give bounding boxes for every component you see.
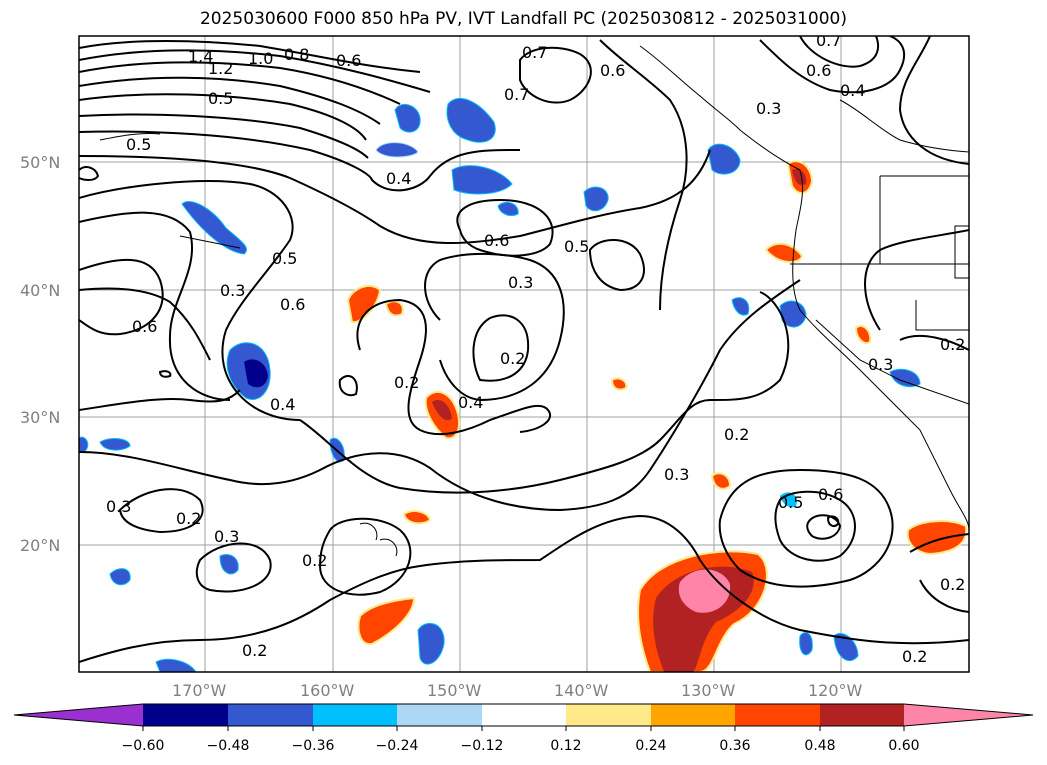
colorbar-tick-label: −0.24 <box>376 738 419 754</box>
lat-label: 30°N <box>20 408 60 427</box>
colorbar-tick-label: 0.12 <box>550 738 581 754</box>
colorbar-segment <box>313 704 397 726</box>
contour-label: 0.3 <box>106 497 131 516</box>
contour-label: 0.6 <box>806 61 831 80</box>
ivt-contours <box>79 36 969 663</box>
colorbar-tick-label: 0.24 <box>635 738 666 754</box>
colorbar-tick-label: 0.48 <box>804 738 835 754</box>
colorbar: −0.60 −0.48 −0.36 −0.24 −0.12 0.12 0.24 … <box>13 703 1034 754</box>
contour-label: 0.6 <box>336 51 361 70</box>
contour-label: 0.4 <box>458 393 483 412</box>
colorbar-segment <box>820 704 904 726</box>
contour-label: 0.2 <box>940 575 965 594</box>
colorbar-tick-label: −0.12 <box>461 738 504 754</box>
contour-label: 1.4 <box>188 47 213 66</box>
contour-label: 0.3 <box>868 355 893 374</box>
colorbar-segment <box>397 704 482 726</box>
contour-label: 0.2 <box>500 349 525 368</box>
contour-label: 0.2 <box>394 373 419 392</box>
lon-label: 120°W <box>808 681 863 700</box>
contour-label: 0.2 <box>302 551 327 570</box>
positive-pv-fills <box>346 160 968 672</box>
map-title: 2025030600 F000 850 hPa PV, IVT Landfall… <box>199 9 847 29</box>
colorbar-segment <box>482 704 566 726</box>
colorbar-segment <box>566 704 651 726</box>
contour-label: 0.8 <box>284 45 309 64</box>
colorbar-tick-label: −0.48 <box>207 738 250 754</box>
contour-label: 0.5 <box>564 237 589 256</box>
contour-label: 0.3 <box>508 273 533 292</box>
contour-label: 0.4 <box>840 81 865 100</box>
contour-label: 0.7 <box>522 43 547 62</box>
colorbar-tick-label: 0.36 <box>719 738 750 754</box>
contour-label: 0.2 <box>724 425 749 444</box>
contour-label: 0.3 <box>756 99 781 118</box>
lat-label: 40°N <box>20 281 60 300</box>
latitude-labels: 50°N 40°N 30°N 20°N <box>20 153 60 555</box>
lat-label: 50°N <box>20 153 60 172</box>
colorbar-segment <box>143 704 228 726</box>
colorbar-tick-label: −0.60 <box>122 738 165 754</box>
coastlines <box>99 45 969 557</box>
lon-label: 150°W <box>427 681 482 700</box>
contour-label: 0.7 <box>816 31 841 50</box>
lon-label: 170°W <box>172 681 227 700</box>
contour-label: 1.2 <box>208 59 233 78</box>
contour-label: 0.5 <box>272 249 297 268</box>
longitude-labels: 170°W 160°W 150°W 140°W 130°W 120°W <box>172 681 863 700</box>
contour-label: 0.3 <box>664 465 689 484</box>
lon-label: 140°W <box>554 681 609 700</box>
contour-label: 0.5 <box>126 135 151 154</box>
lat-label: 20°N <box>20 536 60 555</box>
colorbar-segment <box>14 704 143 726</box>
contour-label: 0.6 <box>600 61 625 80</box>
contour-label: 0.6 <box>484 231 509 250</box>
contour-label: 0.4 <box>270 395 295 414</box>
map-frame <box>78 35 970 673</box>
contour-label: 0.2 <box>940 335 965 354</box>
colorbar-segment <box>651 704 735 726</box>
negative-pv-fills <box>79 97 921 672</box>
colorbar-segment <box>904 704 1033 726</box>
colorbar-segment <box>228 704 313 726</box>
lon-label: 130°W <box>681 681 736 700</box>
contour-label: 0.2 <box>902 647 927 666</box>
colorbar-tick-label: −0.36 <box>292 738 335 754</box>
contour-label: 0.5 <box>208 89 233 108</box>
contour-label: 1.0 <box>248 49 273 68</box>
contour-label: 0.6 <box>132 317 157 336</box>
contour-label: 0.2 <box>176 509 201 528</box>
contour-label: 0.7 <box>504 85 529 104</box>
contour-label: 0.3 <box>220 281 245 300</box>
contour-label: 0.3 <box>214 527 239 546</box>
contour-label: 0.6 <box>280 295 305 314</box>
lon-label: 160°W <box>300 681 355 700</box>
contour-label: 0.6 <box>818 485 843 504</box>
colorbar-tick-label: 0.60 <box>888 738 919 754</box>
contour-labels: 1.4 1.2 1.0 0.8 0.6 0.7 0.7 0.6 0.5 0.4 … <box>106 31 965 666</box>
contour-label: 0.2 <box>242 641 267 660</box>
contour-label: 0.5 <box>778 493 803 512</box>
contour-label: 0.4 <box>386 169 411 188</box>
colorbar-segment <box>735 704 820 726</box>
